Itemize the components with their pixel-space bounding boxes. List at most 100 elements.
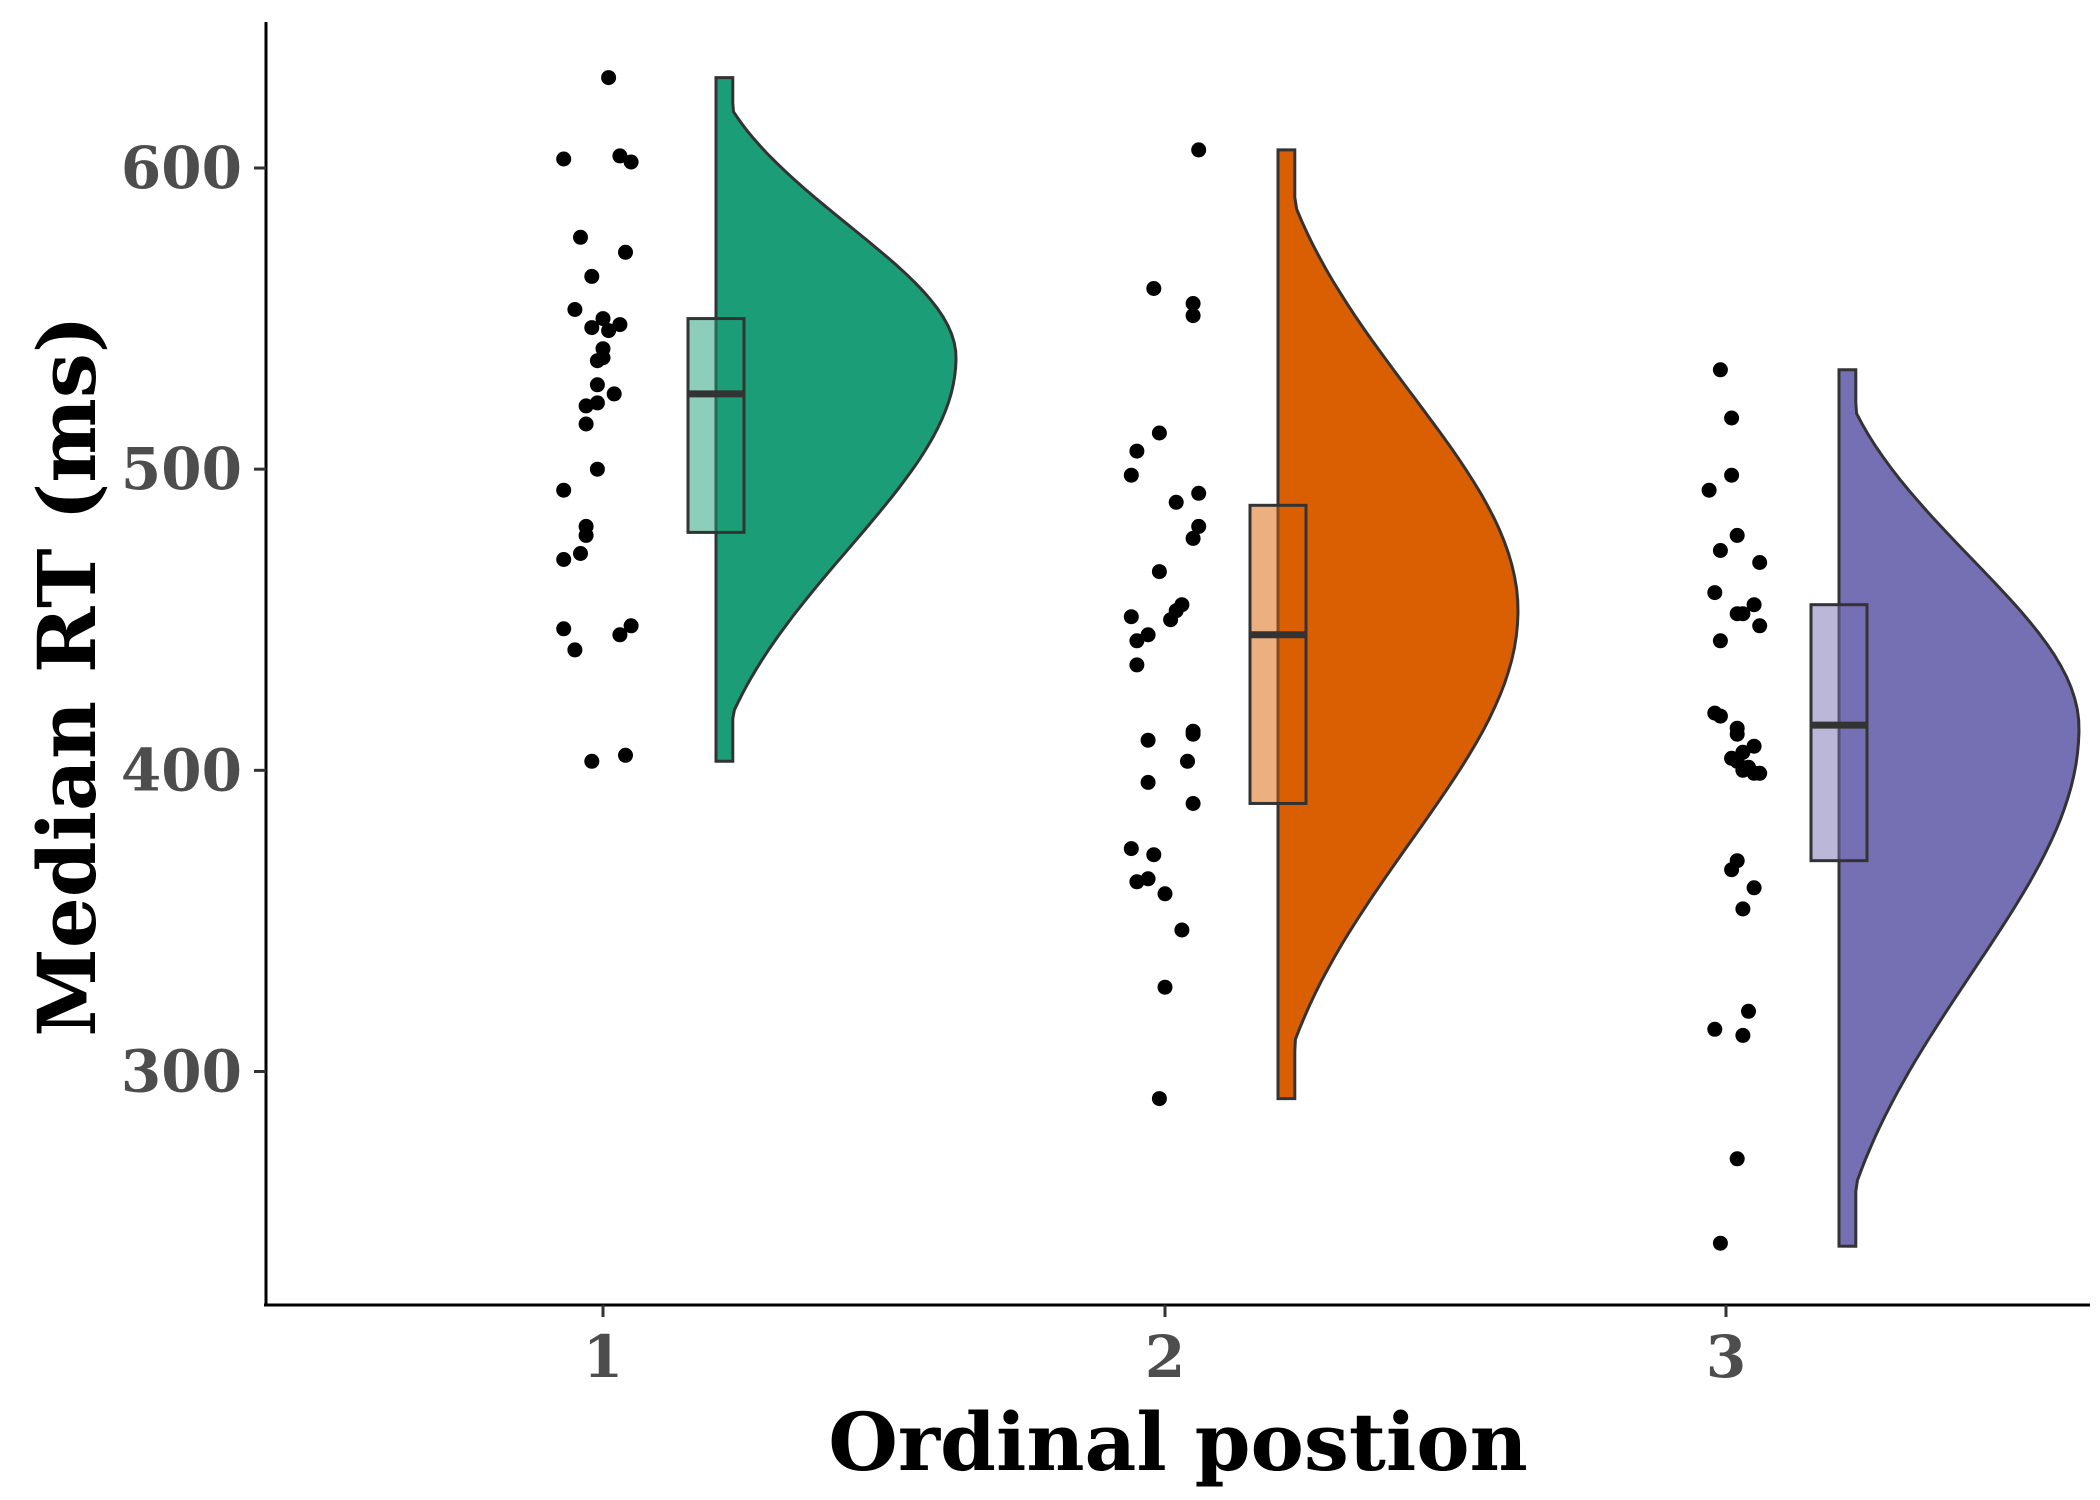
data-point xyxy=(1712,543,1728,558)
data-point xyxy=(589,377,605,393)
data-point xyxy=(1140,871,1156,887)
data-point xyxy=(1712,708,1728,724)
data-point xyxy=(1157,979,1173,995)
violin-3 xyxy=(1837,368,2081,1248)
data-point xyxy=(578,527,594,543)
data-point xyxy=(623,618,639,634)
data-point xyxy=(584,320,600,336)
points-layer xyxy=(556,70,1768,1251)
data-point xyxy=(589,395,605,411)
data-point xyxy=(1140,732,1156,748)
axes xyxy=(264,22,2090,1307)
data-point xyxy=(1123,609,1139,625)
data-point xyxy=(1729,527,1745,543)
data-point xyxy=(1146,281,1162,296)
data-point xyxy=(1123,467,1139,483)
data-point xyxy=(595,311,611,327)
data-point xyxy=(1174,922,1190,938)
data-point xyxy=(623,154,639,170)
data-point xyxy=(1712,1235,1728,1251)
x-axis-title: Ordinal postion xyxy=(828,1395,1528,1489)
data-point xyxy=(1735,1027,1751,1043)
data-point xyxy=(578,398,594,414)
data-point xyxy=(567,302,583,317)
data-point xyxy=(601,323,617,339)
data-point xyxy=(1185,530,1201,546)
data-point xyxy=(1712,633,1728,649)
data-point xyxy=(1191,142,1207,158)
data-point xyxy=(1168,494,1184,510)
data-point xyxy=(1180,753,1195,769)
y-tick-label: 400 xyxy=(121,736,242,804)
y-ticks: 300 400 500 600 xyxy=(121,134,266,1106)
data-point xyxy=(1140,627,1156,643)
data-point xyxy=(1185,308,1201,324)
data-point xyxy=(1185,796,1201,811)
data-point xyxy=(1729,726,1745,742)
data-point xyxy=(1129,657,1145,673)
x-ticks: 1 2 3 xyxy=(583,1305,1746,1391)
data-point xyxy=(556,151,572,167)
data-point xyxy=(1746,880,1762,896)
box-2 xyxy=(1248,503,1308,805)
data-point xyxy=(1741,759,1756,775)
y-axis-title: Median RT (ms) xyxy=(20,315,114,1036)
data-point xyxy=(1712,362,1728,378)
data-point xyxy=(567,642,583,658)
box-1 xyxy=(686,317,746,534)
data-point xyxy=(1746,738,1762,754)
data-point xyxy=(612,627,628,643)
data-point xyxy=(612,317,628,333)
data-point xyxy=(1707,1021,1723,1037)
data-point xyxy=(1151,564,1167,580)
violin-1 xyxy=(714,76,958,763)
data-point xyxy=(606,386,622,402)
data-point xyxy=(1151,425,1167,441)
data-point xyxy=(1151,1091,1167,1107)
x-tick-label: 2 xyxy=(1145,1323,1185,1391)
data-point xyxy=(1191,518,1207,534)
data-point xyxy=(1729,606,1745,622)
data-point xyxy=(556,621,572,637)
data-point xyxy=(1707,585,1723,601)
data-point xyxy=(1129,633,1145,649)
data-point xyxy=(1185,296,1201,311)
data-point xyxy=(1724,862,1740,878)
data-point xyxy=(1724,410,1740,426)
data-point xyxy=(1735,901,1751,917)
data-point xyxy=(1146,847,1162,863)
data-point xyxy=(618,747,633,763)
data-point xyxy=(1157,886,1173,902)
data-point xyxy=(1191,485,1207,501)
data-point xyxy=(589,353,605,369)
data-point xyxy=(1185,726,1201,742)
violin-layer xyxy=(714,76,2081,1248)
data-point xyxy=(1741,1003,1756,1019)
data-point xyxy=(601,70,617,86)
data-point xyxy=(589,461,605,477)
data-point xyxy=(1724,467,1740,483)
data-point xyxy=(1752,618,1768,634)
data-point xyxy=(573,546,588,561)
data-point xyxy=(1729,1151,1745,1167)
y-tick-label: 300 xyxy=(121,1038,242,1106)
data-point xyxy=(1140,774,1156,790)
violin-2 xyxy=(1276,148,1520,1101)
data-point xyxy=(1746,597,1762,613)
x-tick-label: 1 xyxy=(583,1323,623,1391)
data-point xyxy=(1163,612,1179,628)
y-tick-label: 500 xyxy=(121,435,242,503)
data-point xyxy=(584,268,600,284)
data-point xyxy=(556,482,572,498)
data-point xyxy=(556,552,572,567)
data-point xyxy=(573,229,588,245)
data-point xyxy=(618,244,633,260)
box-layer xyxy=(686,317,1869,863)
data-point xyxy=(578,416,594,432)
y-tick-label: 600 xyxy=(121,134,242,202)
x-tick-label: 3 xyxy=(1706,1323,1746,1391)
data-point xyxy=(584,753,600,769)
data-point xyxy=(1752,765,1768,781)
data-point xyxy=(1752,555,1768,570)
